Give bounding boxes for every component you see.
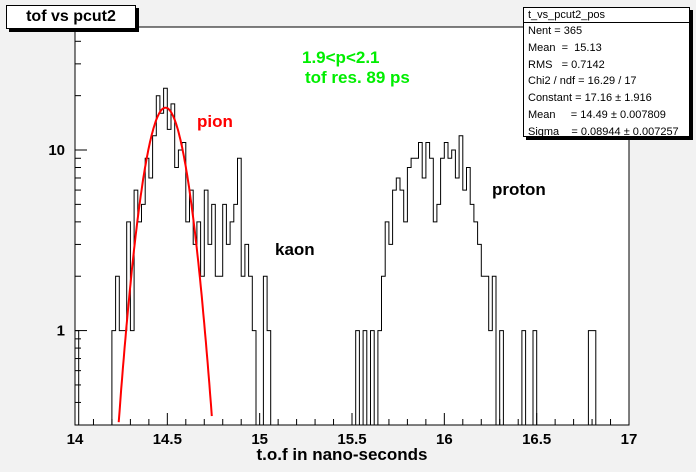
tick-label: 16.5 (522, 431, 551, 448)
stats-row: Mean = 14.49 ± 0.007809 (528, 108, 666, 121)
label-pion: pion (197, 112, 233, 131)
gaussian-fit-curve (117, 106, 213, 423)
stats-row: RMS = 0.7142 (528, 58, 605, 71)
label-kaon: kaon (275, 240, 315, 259)
tick-label: 14 (67, 431, 84, 448)
tick-label: 16 (436, 431, 453, 448)
stats-box: t_vs_pcut2_pos Nent = 365 Mean = 15.13 R… (523, 7, 690, 138)
x-axis-title: t.o.f in nano-seconds (257, 445, 428, 464)
tick-label: 14.5 (153, 431, 182, 448)
tick-label: 17 (621, 431, 638, 448)
stats-row: Sigma = 0.08944 ± 0.007257 (528, 125, 679, 138)
tick-label: 15 (251, 431, 268, 448)
axes: 14 14.5 15 15.5 16 16.5 17 1 10 (48, 40, 638, 448)
stats-row: Nent = 365 (528, 25, 583, 37)
label-proton: proton (492, 180, 546, 199)
tick-label: 10 (48, 142, 65, 159)
annotation-resolution: tof res. 89 ps (305, 68, 410, 87)
stats-row: Mean = 15.13 (528, 41, 602, 54)
annotation-momentum: 1.9<p<2.1 (302, 48, 380, 67)
stats-row: Chi2 / ndf = 16.29 / 17 (528, 75, 637, 88)
stats-row: Constant = 17.16 ± 1.916 (528, 92, 652, 105)
tick-label: 15.5 (337, 431, 366, 448)
stats-name: t_vs_pcut2_pos (524, 8, 689, 23)
window-title: tof vs pcut2 (6, 5, 136, 29)
tick-label: 1 (57, 323, 65, 340)
